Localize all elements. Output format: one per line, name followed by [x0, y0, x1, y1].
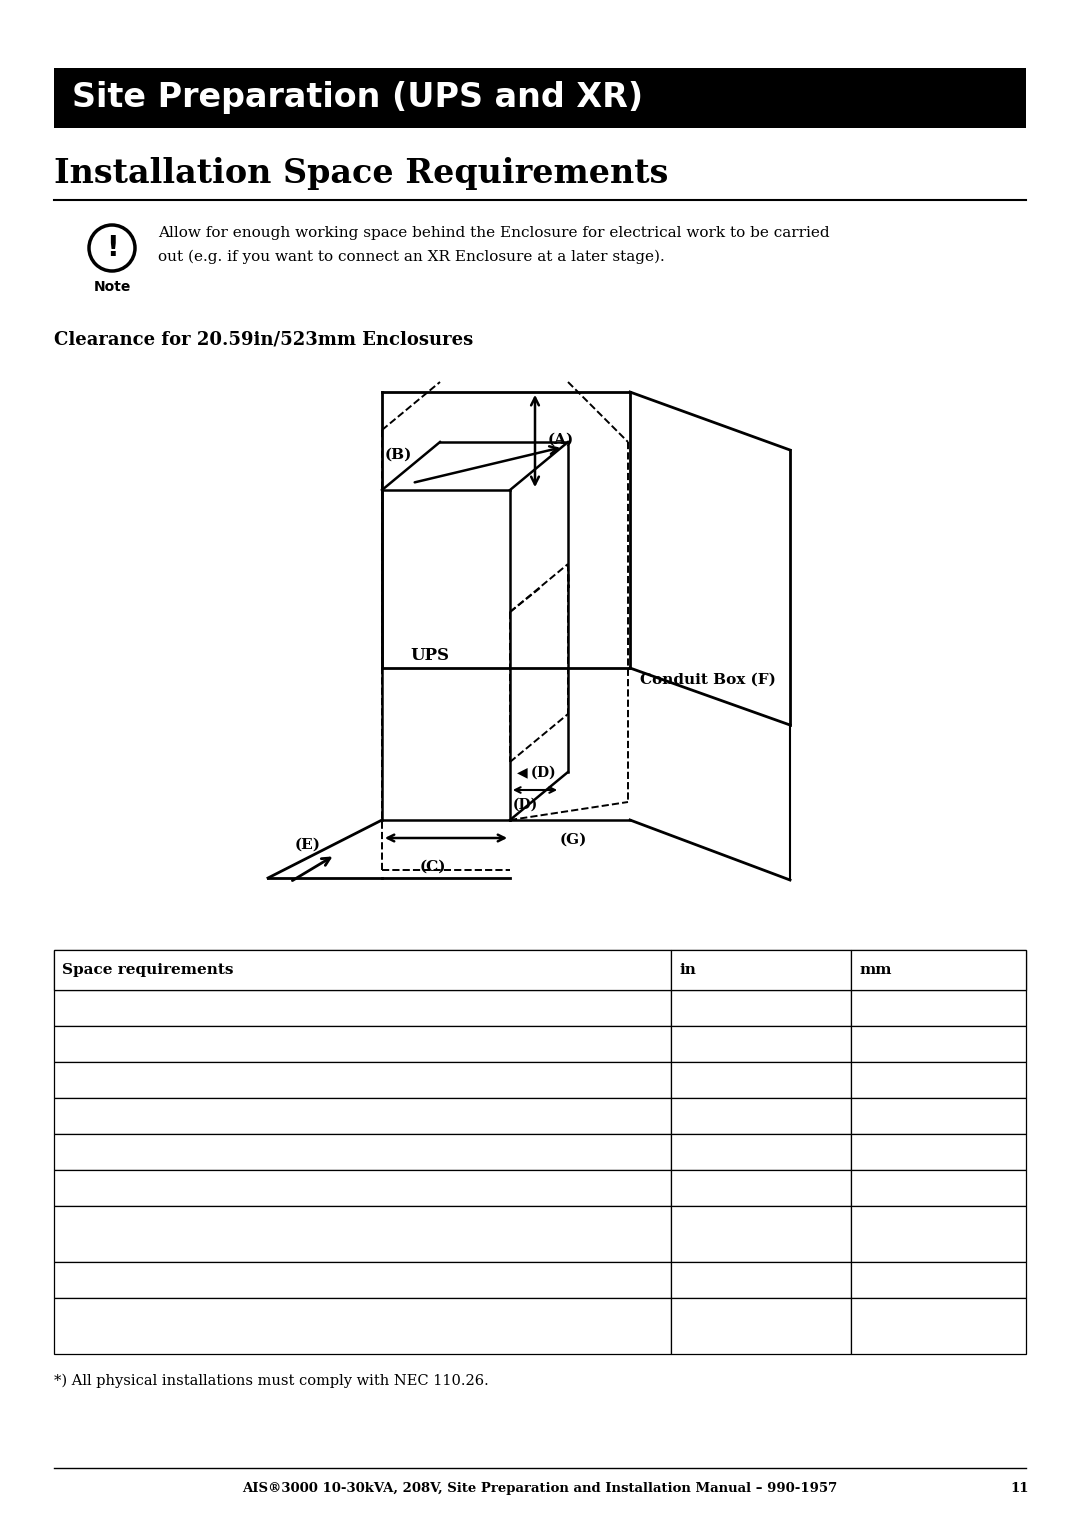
- Text: 20: 20: [679, 1001, 698, 1015]
- Text: 0: 0: [679, 1227, 689, 1241]
- Bar: [851, 1170, 1026, 1206]
- Text: *) All physical installations must comply with NEC 110.26.: *) All physical installations must compl…: [54, 1374, 489, 1389]
- Text: AIS®3000 10-30kVA, 208V, Site Preparation and Installation Manual – 990-1957: AIS®3000 10-30kVA, 208V, Site Preparatio…: [242, 1482, 838, 1494]
- Bar: [851, 1099, 1026, 1134]
- Bar: [851, 1297, 1026, 1354]
- Text: Space requirements: Space requirements: [62, 963, 233, 976]
- Text: and minimum front and rear clearances (G): and minimum front and rear clearances (G…: [62, 1326, 386, 1342]
- Bar: [54, 1025, 672, 1062]
- Bar: [851, 950, 1026, 990]
- Bar: [672, 1262, 851, 1297]
- Bar: [54, 1262, 672, 1297]
- Text: 80.39: 80.39: [679, 1319, 721, 1332]
- Text: out (e.g. if you want to connect an XR Enclosure at a later stage).: out (e.g. if you want to connect an XR E…: [158, 251, 665, 264]
- Text: No side clearance required (add width of Enclosure Stabilizing: No side clearance required (add width of…: [62, 1219, 531, 1233]
- Bar: [672, 1099, 851, 1134]
- Bar: [54, 950, 672, 990]
- Bar: [54, 1134, 672, 1170]
- Text: $\blacktriangleleft$(D): $\blacktriangleleft$(D): [514, 762, 556, 781]
- Text: Total installation depth, inclusive of Front Panel, Conduit Box: Total installation depth, inclusive of F…: [62, 1311, 521, 1325]
- Text: 33.62: 33.62: [679, 1038, 721, 1051]
- Text: (C): (C): [420, 860, 446, 874]
- Text: 20.59: 20.59: [679, 1073, 721, 1086]
- Text: Clearance for 20.59in/523mm Enclosures: Clearance for 20.59in/523mm Enclosures: [54, 330, 473, 348]
- Text: Installation Space Requirements: Installation Space Requirements: [54, 157, 669, 189]
- Text: Note: Note: [93, 280, 131, 293]
- Bar: [851, 990, 1026, 1025]
- Text: Minimum clearance above Enclosure (A): Minimum clearance above Enclosure (A): [62, 1001, 364, 1015]
- Bar: [672, 1297, 851, 1354]
- Text: 85: 85: [859, 1273, 878, 1287]
- Bar: [851, 1134, 1026, 1170]
- Text: (D): (D): [513, 798, 538, 811]
- Text: 11: 11: [1010, 1482, 1028, 1494]
- Bar: [851, 1206, 1026, 1262]
- Text: (E): (E): [295, 837, 321, 853]
- Bar: [672, 1170, 851, 1206]
- Text: 2042: 2042: [859, 1319, 896, 1332]
- Text: in: in: [679, 963, 697, 976]
- Text: Minimum front clearance (E): Minimum front clearance (E): [62, 1144, 278, 1160]
- Text: Enclosure depth (B): Enclosure depth (B): [62, 1038, 211, 1051]
- Bar: [672, 1206, 851, 1262]
- Text: in: in: [679, 963, 697, 976]
- Bar: [672, 950, 851, 990]
- Bar: [672, 1062, 851, 1099]
- Bar: [54, 950, 672, 990]
- Text: !: !: [106, 234, 119, 261]
- Text: 0: 0: [859, 1227, 868, 1241]
- Text: Minimum free rear space for ventilation* (D): Minimum free rear space for ventilation*…: [62, 1109, 395, 1123]
- Bar: [54, 1062, 672, 1099]
- Text: 508: 508: [859, 1001, 887, 1015]
- Bar: [851, 1062, 1026, 1099]
- Text: 3.46: 3.46: [679, 1181, 712, 1195]
- Text: mm: mm: [859, 963, 892, 976]
- Text: mm: mm: [859, 963, 892, 976]
- Text: 523: 523: [859, 1073, 887, 1086]
- Text: 4: 4: [679, 1109, 688, 1123]
- Text: Brackets for floor anchoring if applicable)*: Brackets for floor anchoring if applicab…: [62, 1235, 381, 1250]
- Bar: [54, 990, 672, 1025]
- Bar: [851, 1025, 1026, 1062]
- Text: Enclosure width (C): Enclosure width (C): [62, 1073, 211, 1086]
- Text: Conduit Box (F): Conduit Box (F): [640, 672, 775, 688]
- Bar: [54, 1297, 672, 1354]
- Text: Stabilizing Bracket width: Stabilizing Bracket width: [62, 1273, 251, 1287]
- Bar: [54, 1170, 672, 1206]
- Text: Conduit Box, depth (F): Conduit Box, depth (F): [62, 1181, 231, 1195]
- Text: 100: 100: [859, 1109, 887, 1123]
- Bar: [672, 1025, 851, 1062]
- Bar: [672, 1134, 851, 1170]
- Bar: [54, 69, 1026, 128]
- Text: 854: 854: [859, 1038, 887, 1051]
- Text: 3.34: 3.34: [679, 1273, 712, 1287]
- Bar: [54, 1099, 672, 1134]
- Text: Site Preparation (UPS and XR): Site Preparation (UPS and XR): [72, 81, 643, 115]
- Text: (B): (B): [384, 448, 413, 461]
- Text: 39.37: 39.37: [679, 1144, 721, 1160]
- Bar: [851, 950, 1026, 990]
- Text: Allow for enough working space behind the Enclosure for electrical work to be ca: Allow for enough working space behind th…: [158, 226, 829, 240]
- Text: Space requirements: Space requirements: [62, 963, 233, 976]
- Bar: [672, 950, 851, 990]
- Text: 88: 88: [859, 1181, 878, 1195]
- Text: 1000: 1000: [859, 1144, 896, 1160]
- Bar: [54, 1206, 672, 1262]
- Text: (A): (A): [548, 432, 575, 448]
- Bar: [851, 1262, 1026, 1297]
- Bar: [672, 990, 851, 1025]
- Text: (G): (G): [561, 833, 588, 847]
- Text: UPS: UPS: [410, 646, 449, 663]
